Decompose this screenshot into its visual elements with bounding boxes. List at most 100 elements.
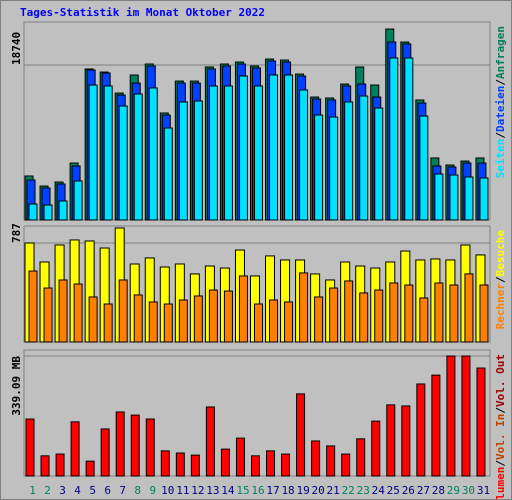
legend-separator: / [494, 132, 507, 139]
legend-entry: Anfragen [494, 26, 507, 79]
bar [100, 428, 110, 477]
x-tick-label: 21 [327, 484, 340, 497]
bar [118, 279, 128, 343]
bar [163, 127, 173, 221]
bar [220, 448, 230, 477]
bar [359, 292, 369, 343]
bar [389, 282, 399, 343]
legend-entry: Seiten [494, 139, 507, 179]
bar [73, 283, 83, 343]
bar [449, 174, 459, 221]
bar [449, 284, 459, 343]
x-tick-label: 1 [29, 484, 36, 497]
bar [145, 418, 155, 477]
bar [476, 367, 486, 477]
bar [223, 85, 233, 221]
x-tick-label: 11 [176, 484, 189, 497]
legend: Rechner/Besuche [494, 230, 507, 330]
bar [479, 177, 489, 221]
x-tick-label: 8 [134, 484, 141, 497]
bar [299, 272, 309, 343]
x-tick-label: 23 [357, 484, 370, 497]
bar [446, 355, 456, 477]
x-tick-label: 4 [74, 484, 81, 497]
y-tick-label: 787 [10, 223, 23, 243]
bar [434, 173, 444, 221]
bar [163, 303, 173, 343]
x-tick-label: 18 [281, 484, 294, 497]
bar [269, 74, 279, 221]
bar [133, 294, 143, 343]
legend-separator: / [494, 460, 507, 467]
x-tick-label: 17 [266, 484, 279, 497]
bar [416, 383, 426, 477]
bar [253, 303, 263, 343]
bar [190, 454, 200, 477]
legend-entry: Besuche [494, 230, 507, 277]
bar [314, 114, 324, 221]
legend: Seiten/Dateien/Anfragen [494, 26, 507, 178]
bar [28, 270, 38, 343]
bar [253, 85, 263, 221]
legend-entry: Dateien [494, 86, 507, 132]
x-tick-label: 27 [417, 484, 430, 497]
bar [284, 74, 294, 221]
bar [25, 418, 35, 477]
bar [103, 85, 113, 221]
bar [464, 176, 474, 221]
x-tick-label: 12 [191, 484, 204, 497]
bar [461, 355, 471, 477]
bar [419, 297, 429, 343]
bar [193, 295, 203, 343]
bar [341, 453, 351, 477]
legend-separator: / [494, 276, 507, 283]
bar [58, 200, 68, 221]
x-tick-label: 22 [342, 484, 355, 497]
bar [55, 453, 65, 477]
bar [43, 287, 53, 343]
bar [401, 405, 411, 477]
legend-separator: / [494, 407, 507, 414]
bar [284, 301, 294, 343]
x-tick-label: 28 [432, 484, 445, 497]
bar [148, 301, 158, 343]
legend-entry: Rechner [494, 283, 507, 330]
bar [296, 393, 306, 477]
x-tick-label: 14 [221, 484, 235, 497]
bar [269, 299, 279, 343]
bar [299, 89, 309, 221]
x-tick-label: 31 [477, 484, 490, 497]
bar [88, 296, 98, 343]
legend-entry: Vol. In [494, 414, 507, 460]
bar [160, 450, 170, 477]
bar [85, 460, 95, 477]
bar [208, 85, 218, 221]
bar [208, 289, 218, 343]
bar [118, 105, 128, 221]
y-tick-label: 339.09 MB [10, 356, 23, 416]
bar [371, 420, 381, 477]
bar [314, 296, 324, 343]
bar [175, 452, 185, 477]
bar [359, 95, 369, 221]
legend-entry: Volumen [494, 467, 507, 500]
bar [250, 455, 260, 477]
x-tick-label: 15 [236, 484, 249, 497]
x-tick-label: 19 [296, 484, 309, 497]
bar [238, 75, 248, 221]
bar [374, 107, 384, 221]
bar [404, 57, 414, 221]
legend: Volumen/Vol. In/Vol. Out [494, 354, 507, 500]
bar [326, 445, 336, 477]
bar [434, 282, 444, 343]
bar [386, 404, 396, 477]
x-tick-label: 30 [462, 484, 475, 497]
x-tick-label: 13 [206, 484, 219, 497]
bar [479, 284, 489, 343]
x-tick-label: 6 [104, 484, 111, 497]
legend-entry: Vol. Out [494, 354, 507, 407]
bar [43, 204, 53, 221]
x-tick-label: 5 [89, 484, 96, 497]
